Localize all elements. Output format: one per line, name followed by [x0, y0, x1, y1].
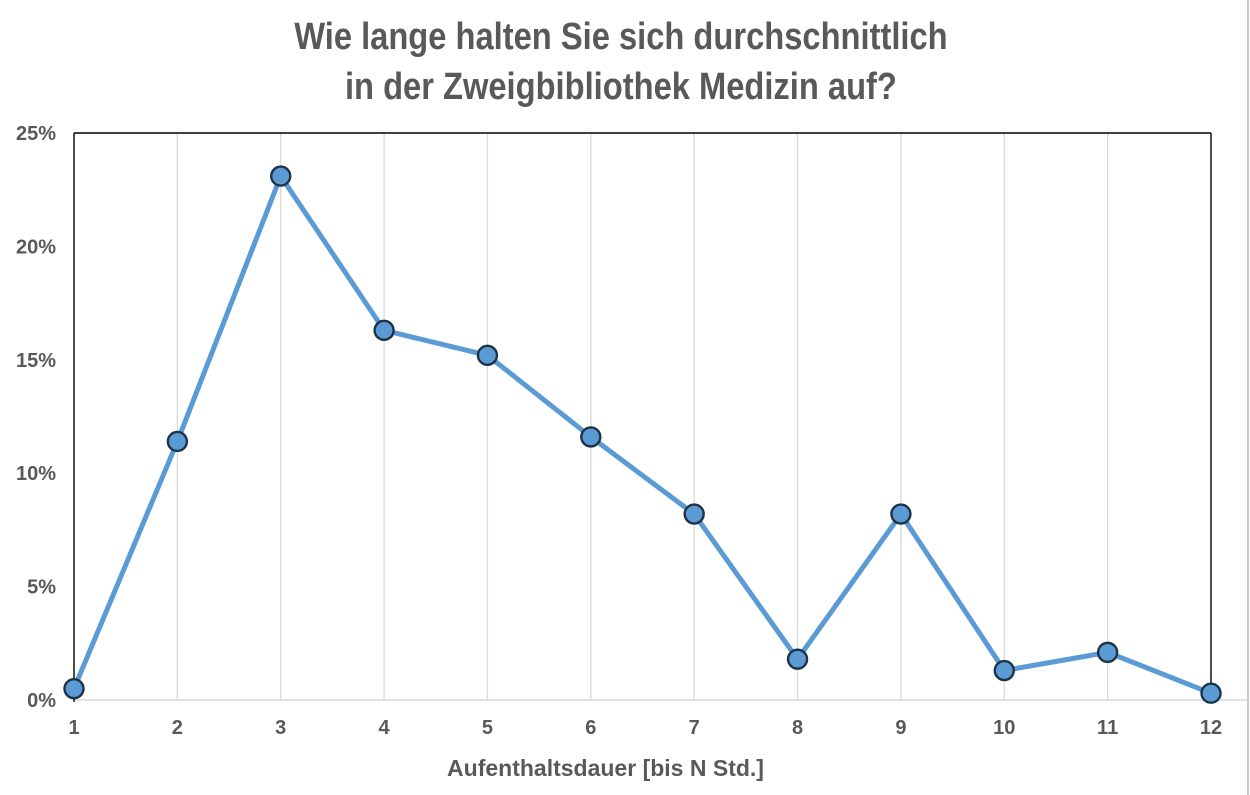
x-axis-tick-label: 4 — [379, 717, 391, 739]
y-axis-tick-label: 25% — [16, 123, 56, 145]
y-axis-tick-label: 10% — [16, 463, 56, 485]
data-point-marker — [683, 503, 705, 525]
x-axis-tick-label: 6 — [585, 717, 596, 739]
data-point-marker — [476, 344, 499, 366]
data-point-marker — [373, 319, 395, 342]
y-axis-tick-label: 5% — [27, 577, 56, 599]
window-right-edge — [1247, 0, 1249, 795]
x-axis-tick-label: 2 — [172, 717, 183, 739]
y-axis-tick-label: 15% — [16, 350, 56, 372]
x-axis-tick-label: 7 — [689, 717, 700, 739]
data-point-marker — [580, 426, 602, 448]
data-point-marker — [786, 648, 809, 670]
y-axis-tick-label: 20% — [16, 236, 56, 258]
y-axis-tick-label: 0% — [27, 690, 56, 712]
data-point-marker — [270, 165, 292, 187]
data-point-marker — [993, 659, 1015, 682]
x-axis-tick-label: 8 — [792, 717, 803, 739]
data-point-marker — [63, 677, 85, 700]
data-point-marker — [1200, 682, 1222, 704]
x-axis-title: Aufenthaltsdauer [bis N Std.] — [447, 755, 764, 781]
x-axis-tick-label: 12 — [1200, 717, 1222, 739]
chart-title-line1: Wie lange halten Sie sich durchschnittli… — [294, 16, 948, 58]
data-line — [71, 173, 1214, 696]
chart-title: Wie lange halten Sie sich durchschnittli… — [0, 12, 1242, 112]
x-axis-tick-label: 3 — [275, 717, 286, 739]
chart-title-line2: in der Zweigbibliothek Medizin auf? — [345, 66, 897, 109]
x-axis-tick-label: 1 — [68, 717, 79, 739]
data-point-marker — [890, 503, 912, 525]
data-point-marker — [166, 430, 189, 453]
x-axis-tick-label: 5 — [482, 717, 493, 739]
data-point-marker — [1096, 641, 1119, 664]
x-axis-tick-label: 9 — [895, 717, 906, 739]
x-axis-tick-label: 10 — [993, 717, 1015, 739]
x-axis-tick-label: 11 — [1097, 717, 1118, 739]
